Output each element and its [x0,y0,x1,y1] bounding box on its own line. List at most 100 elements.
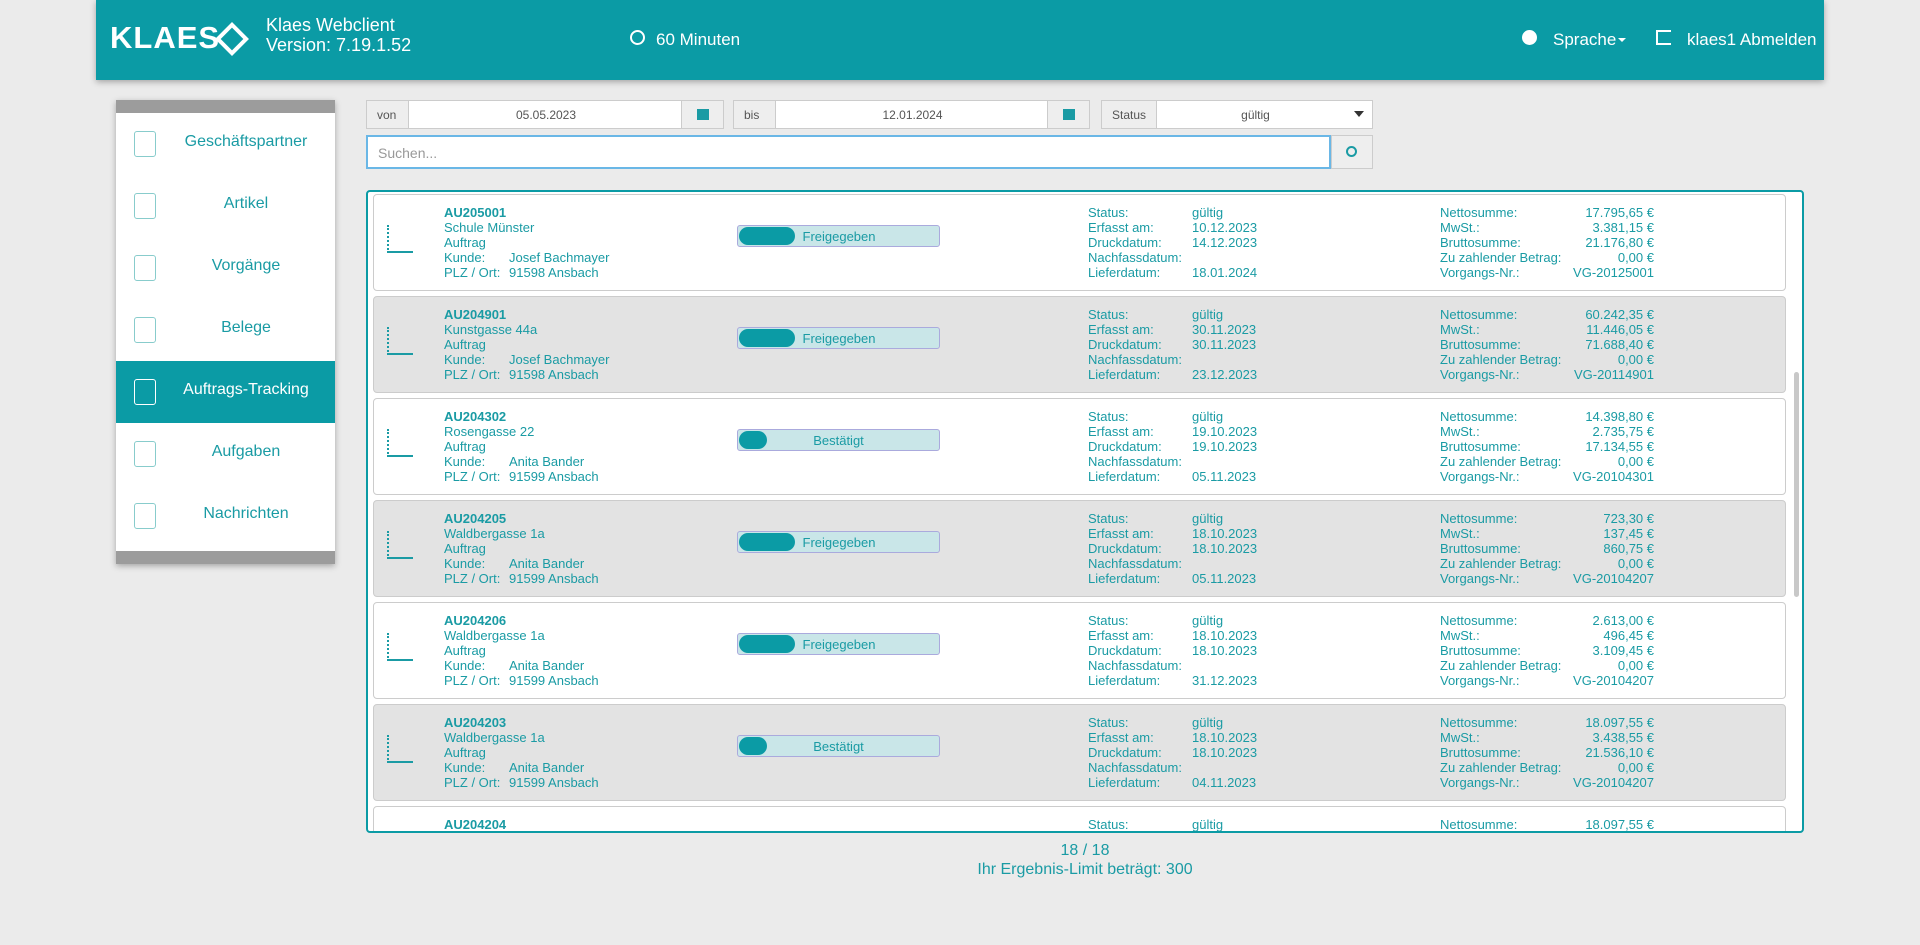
input-addon: bis [734,101,776,128]
order-street: Rosengasse 22 [444,424,535,439]
order-icon [387,429,413,457]
field-value: gültig [1192,307,1224,322]
calendar-button[interactable] [681,101,723,128]
field-value: 05.11.2023 [1192,571,1257,586]
nav-icon [134,503,156,529]
input-addon: Status [1102,101,1157,128]
nav-icon [134,255,156,281]
order-icon [387,225,413,253]
search-icon [1346,146,1357,157]
label: Zu zahlender Betrag: [1440,556,1562,571]
place: 91599 Ansbach [509,673,599,688]
search-input[interactable]: Suchen... [366,135,1331,169]
amount: VG-20125001 [1573,265,1654,280]
amount: 723,30 € [1603,511,1654,526]
progress-fill [739,635,796,653]
field-value: 18.10.2023 [1192,526,1258,541]
label: Lieferdatum: [1088,571,1161,586]
nav-item[interactable]: Belege [116,299,335,361]
order-id: AU205001 [444,205,507,220]
field-value: 10.12.2023 [1192,220,1258,235]
label: Erfasst am: [1088,832,1154,833]
label: Bruttosumme: [1440,337,1521,352]
field-value: 30.11.2023 [1192,322,1257,337]
customer: Josef Bachmayer [509,352,610,367]
order-type: Auftrag [444,439,486,454]
nav-item[interactable]: Vorgänge [116,237,335,299]
input-value[interactable]: 12.01.2024 [882,108,943,122]
order-street: Waldbergasse 1a [444,526,545,541]
label: Status: [1088,409,1129,424]
order-list: AU205001 Schule Münster Auftrag Kunde: Josef… [366,190,1804,833]
order-row[interactable]: AU204204Waldbergasse 1a Status: gültig Erfa… [373,806,1786,833]
label: Nachfassdatum: [1088,454,1182,469]
language-menu[interactable]: Sprache [1553,30,1617,49]
amount: VG-20104207 [1573,775,1654,790]
field-value: 14.12.2023 [1192,235,1258,250]
label: Bruttosumme: [1440,643,1521,658]
order-row[interactable]: AU205001 Schule Münster Auftrag Kunde: Josef… [373,194,1786,291]
label: MwSt.: [1440,220,1480,235]
label: Nachfassdatum: [1088,250,1182,265]
label: MwSt.: [1440,628,1480,643]
progress-label: Freigegeben [802,637,876,652]
calendar-button[interactable] [1047,101,1089,128]
field-value: gültig [1192,511,1224,526]
nav-label: Aufgaben [211,443,281,460]
input-value[interactable]: gültig [1241,108,1270,122]
nav-item[interactable]: Geschäftspartner [116,113,335,175]
label: Kunde: [444,658,486,673]
order-row[interactable]: AU204302 Rosengasse 22 Auftrag Kunde: Anita … [373,398,1786,495]
progress-label: Bestätigt [813,739,864,754]
label: PLZ / Ort: [444,469,501,484]
label: Zu zahlender Betrag: [1440,352,1562,367]
nav-item[interactable]: Artikel [116,175,335,237]
field-value: 23.12.2023 [1192,367,1258,382]
label: PLZ / Ort: [444,571,501,586]
amount: 2.735,75 € [1592,424,1654,439]
field-value: gültig [1192,715,1224,730]
timer: 60 Minuten [656,30,741,49]
progress-bar: Bestätigt [737,735,940,757]
amount: 3.438,55 € [1592,730,1654,745]
amount: 18.097,55 € [1585,715,1654,730]
field-value: 18.10.2023 [1192,832,1257,833]
place: 91598 Ansbach [509,367,599,382]
customer: Josef Bachmayer [509,250,610,265]
amount: 0,00 € [1617,454,1654,469]
label: Nachfassdatum: [1088,556,1182,571]
amount: 17.134,55 € [1585,439,1654,454]
nav-item[interactable]: Nachrichten [116,485,335,547]
label: Lieferdatum: [1088,775,1161,790]
order-row[interactable]: AU204205 Waldbergasse 1a Auftrag Kunde: Anit… [373,500,1786,597]
nav-item[interactable]: Auftrags-Tracking [116,361,335,423]
label: Erfasst am: [1088,220,1154,235]
order-row[interactable]: AU204206 Waldbergasse 1a Auftrag Kunde: Anit… [373,602,1786,699]
search-button[interactable] [1331,135,1373,169]
customer: Anita Bander [509,454,585,469]
nav-icon [134,131,156,157]
input-addon: von [367,101,409,128]
order-id: AU204302 [444,409,507,424]
amount: 17.795,65 € [1585,205,1654,220]
order-type: Auftrag [444,337,486,352]
result-limit: Ihr Ergebnis-Limit beträgt: 300 [977,861,1193,878]
order-icon [387,735,413,763]
customer: Anita Bander [509,556,585,571]
label: Kunde: [444,250,486,265]
amount: 3.109,45 € [1592,643,1654,658]
order-row[interactable]: AU204203 Waldbergasse 1a Auftrag Kunde: Anit… [373,704,1786,801]
logout[interactable]: klaes1 Abmelden [1687,30,1817,49]
input-value[interactable]: 05.05.2023 [515,108,577,122]
nav-item[interactable]: Aufgaben [116,423,335,485]
order-street: Waldbergasse 1a [444,832,545,833]
field-value: 19.10.2023 [1192,424,1258,439]
order-id: AU204204 [444,817,507,832]
amount: 496,45 € [1603,628,1654,643]
logout-icon [1656,30,1671,45]
label: Erfasst am: [1088,322,1154,337]
order-row[interactable]: AU204901 Kunstgasse 44a Auftrag Kunde: Josef… [373,296,1786,393]
order-icon [387,531,413,559]
amount: 0,00 € [1617,760,1654,775]
